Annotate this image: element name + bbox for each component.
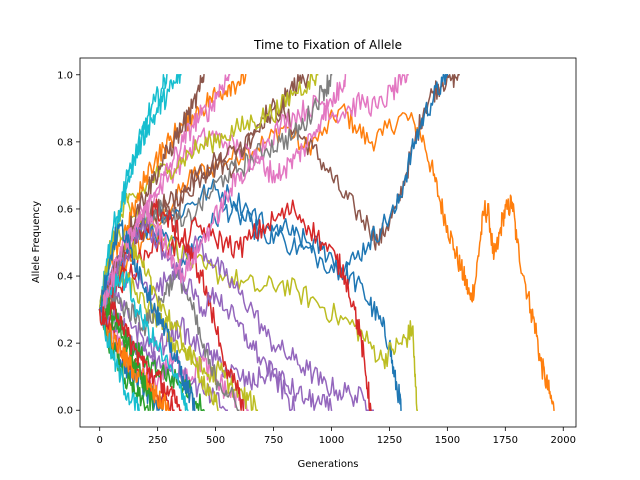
y-axis-label: Allele Frequency: [31, 201, 42, 283]
series-line: [98, 308, 140, 412]
y-axis: 0.0 0.2 0.4 0.6 0.8 1.0: [57, 70, 80, 417]
plot-frame: [79, 57, 577, 428]
series-line: [98, 271, 189, 412]
series-line: [98, 199, 372, 412]
series-layer: [98, 73, 555, 412]
y-tick-label: 0.8: [57, 137, 73, 148]
series-line: [98, 285, 333, 412]
x-tick-label: 1000: [319, 435, 344, 446]
chart-title: Time to Fixation of Allele: [253, 38, 402, 52]
x-axis-label: Generations: [298, 459, 359, 470]
y-tick-label: 0.0: [57, 406, 73, 417]
x-axis: 0 250 500 750 1000 1250 1500 1750 2000: [97, 427, 576, 446]
y-tick-label: 0.2: [57, 339, 73, 350]
x-tick-label: 2000: [551, 435, 576, 446]
series-line: [98, 74, 347, 311]
x-tick-label: 750: [264, 435, 283, 446]
y-tick-label: 0.4: [57, 272, 73, 283]
series-line: [98, 224, 219, 412]
series-line: [98, 235, 374, 411]
series-line: [98, 268, 240, 411]
y-tick-label: 1.0: [57, 70, 73, 81]
y-tick-label: 0.6: [57, 204, 73, 215]
x-tick-label: 250: [148, 435, 167, 446]
x-tick-label: 1250: [377, 435, 402, 446]
x-tick-label: 500: [206, 435, 225, 446]
series-line: [98, 219, 196, 411]
series-line: [98, 296, 154, 412]
x-tick-label: 0: [97, 435, 103, 446]
x-tick-label: 1750: [493, 435, 518, 446]
series-line: [98, 301, 182, 411]
series-line: [98, 73, 168, 311]
x-tick-label: 1500: [435, 435, 460, 446]
